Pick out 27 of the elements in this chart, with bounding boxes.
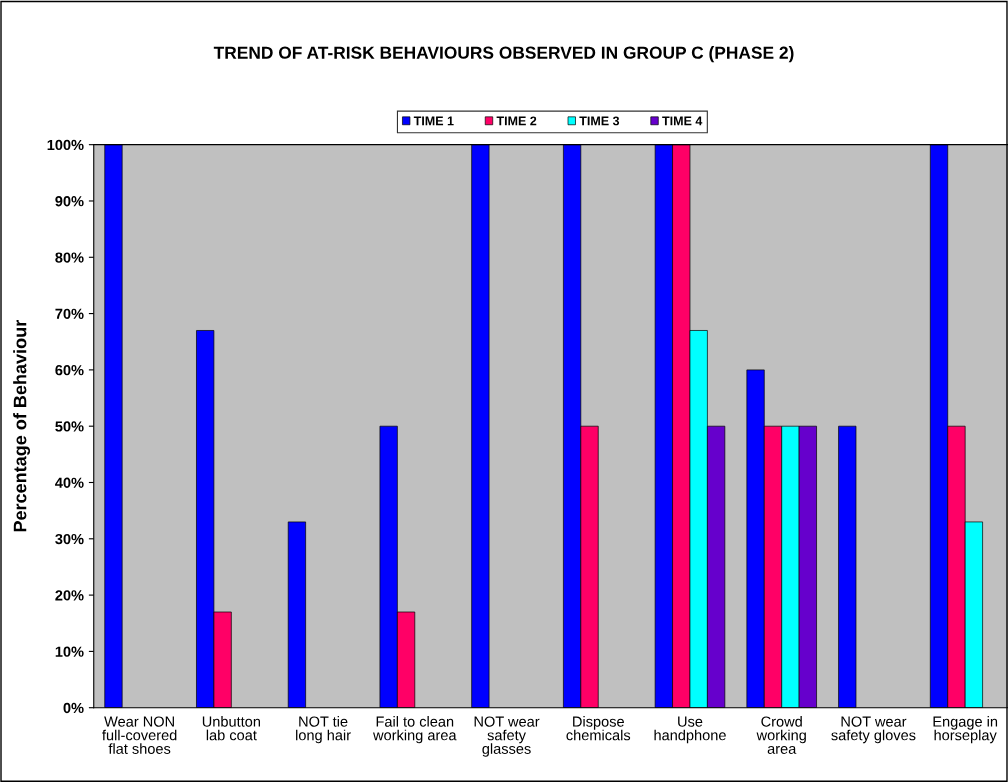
x-tick-label: Use handphone [654,716,726,744]
legend-label: TIME 4 [662,116,703,126]
y-tick-label: 20% [55,590,84,601]
x-tick-label: NOT wear safety glasses [474,716,540,757]
y-tick-label: 40% [55,477,84,488]
y-tick-label: 100% [47,139,84,151]
y-tick-label: 70% [55,308,84,320]
x-tick-label: Engage in horseplay [933,716,998,744]
x-tick-label: NOT tie long hair [296,716,351,744]
legend-label: TIME 2 [496,116,537,126]
x-tick-label: Unbutton lab coat [202,716,260,741]
chart-title: TREND OF AT-RISK BEHAVIOURS OBSERVED IN GROUP C (PHASE 2) [213,46,794,63]
y-tick-label: 10% [55,646,84,657]
x-tick-label: NOT wear safety gloves [831,716,916,744]
y-tick-label: 90% [55,196,84,207]
legend-label: TIME 3 [579,116,620,126]
x-tick-label: Fail to clean working area [373,716,457,744]
y-tick-label: 80% [55,252,84,263]
y-axis-title: Percentage of Behaviour [13,320,31,532]
x-tick-label: Wear NON full-covered flat shoes [102,716,177,754]
y-tick-label: 60% [55,364,84,376]
x-tick-label: Crowd working area [756,716,806,754]
legend-label: TIME 1 [413,116,454,126]
x-tick-label: Dispose chemicals [566,716,631,741]
y-tick-label: 50% [55,421,84,432]
y-tick-label: 30% [55,533,84,545]
y-tick-label: 0% [63,702,84,714]
